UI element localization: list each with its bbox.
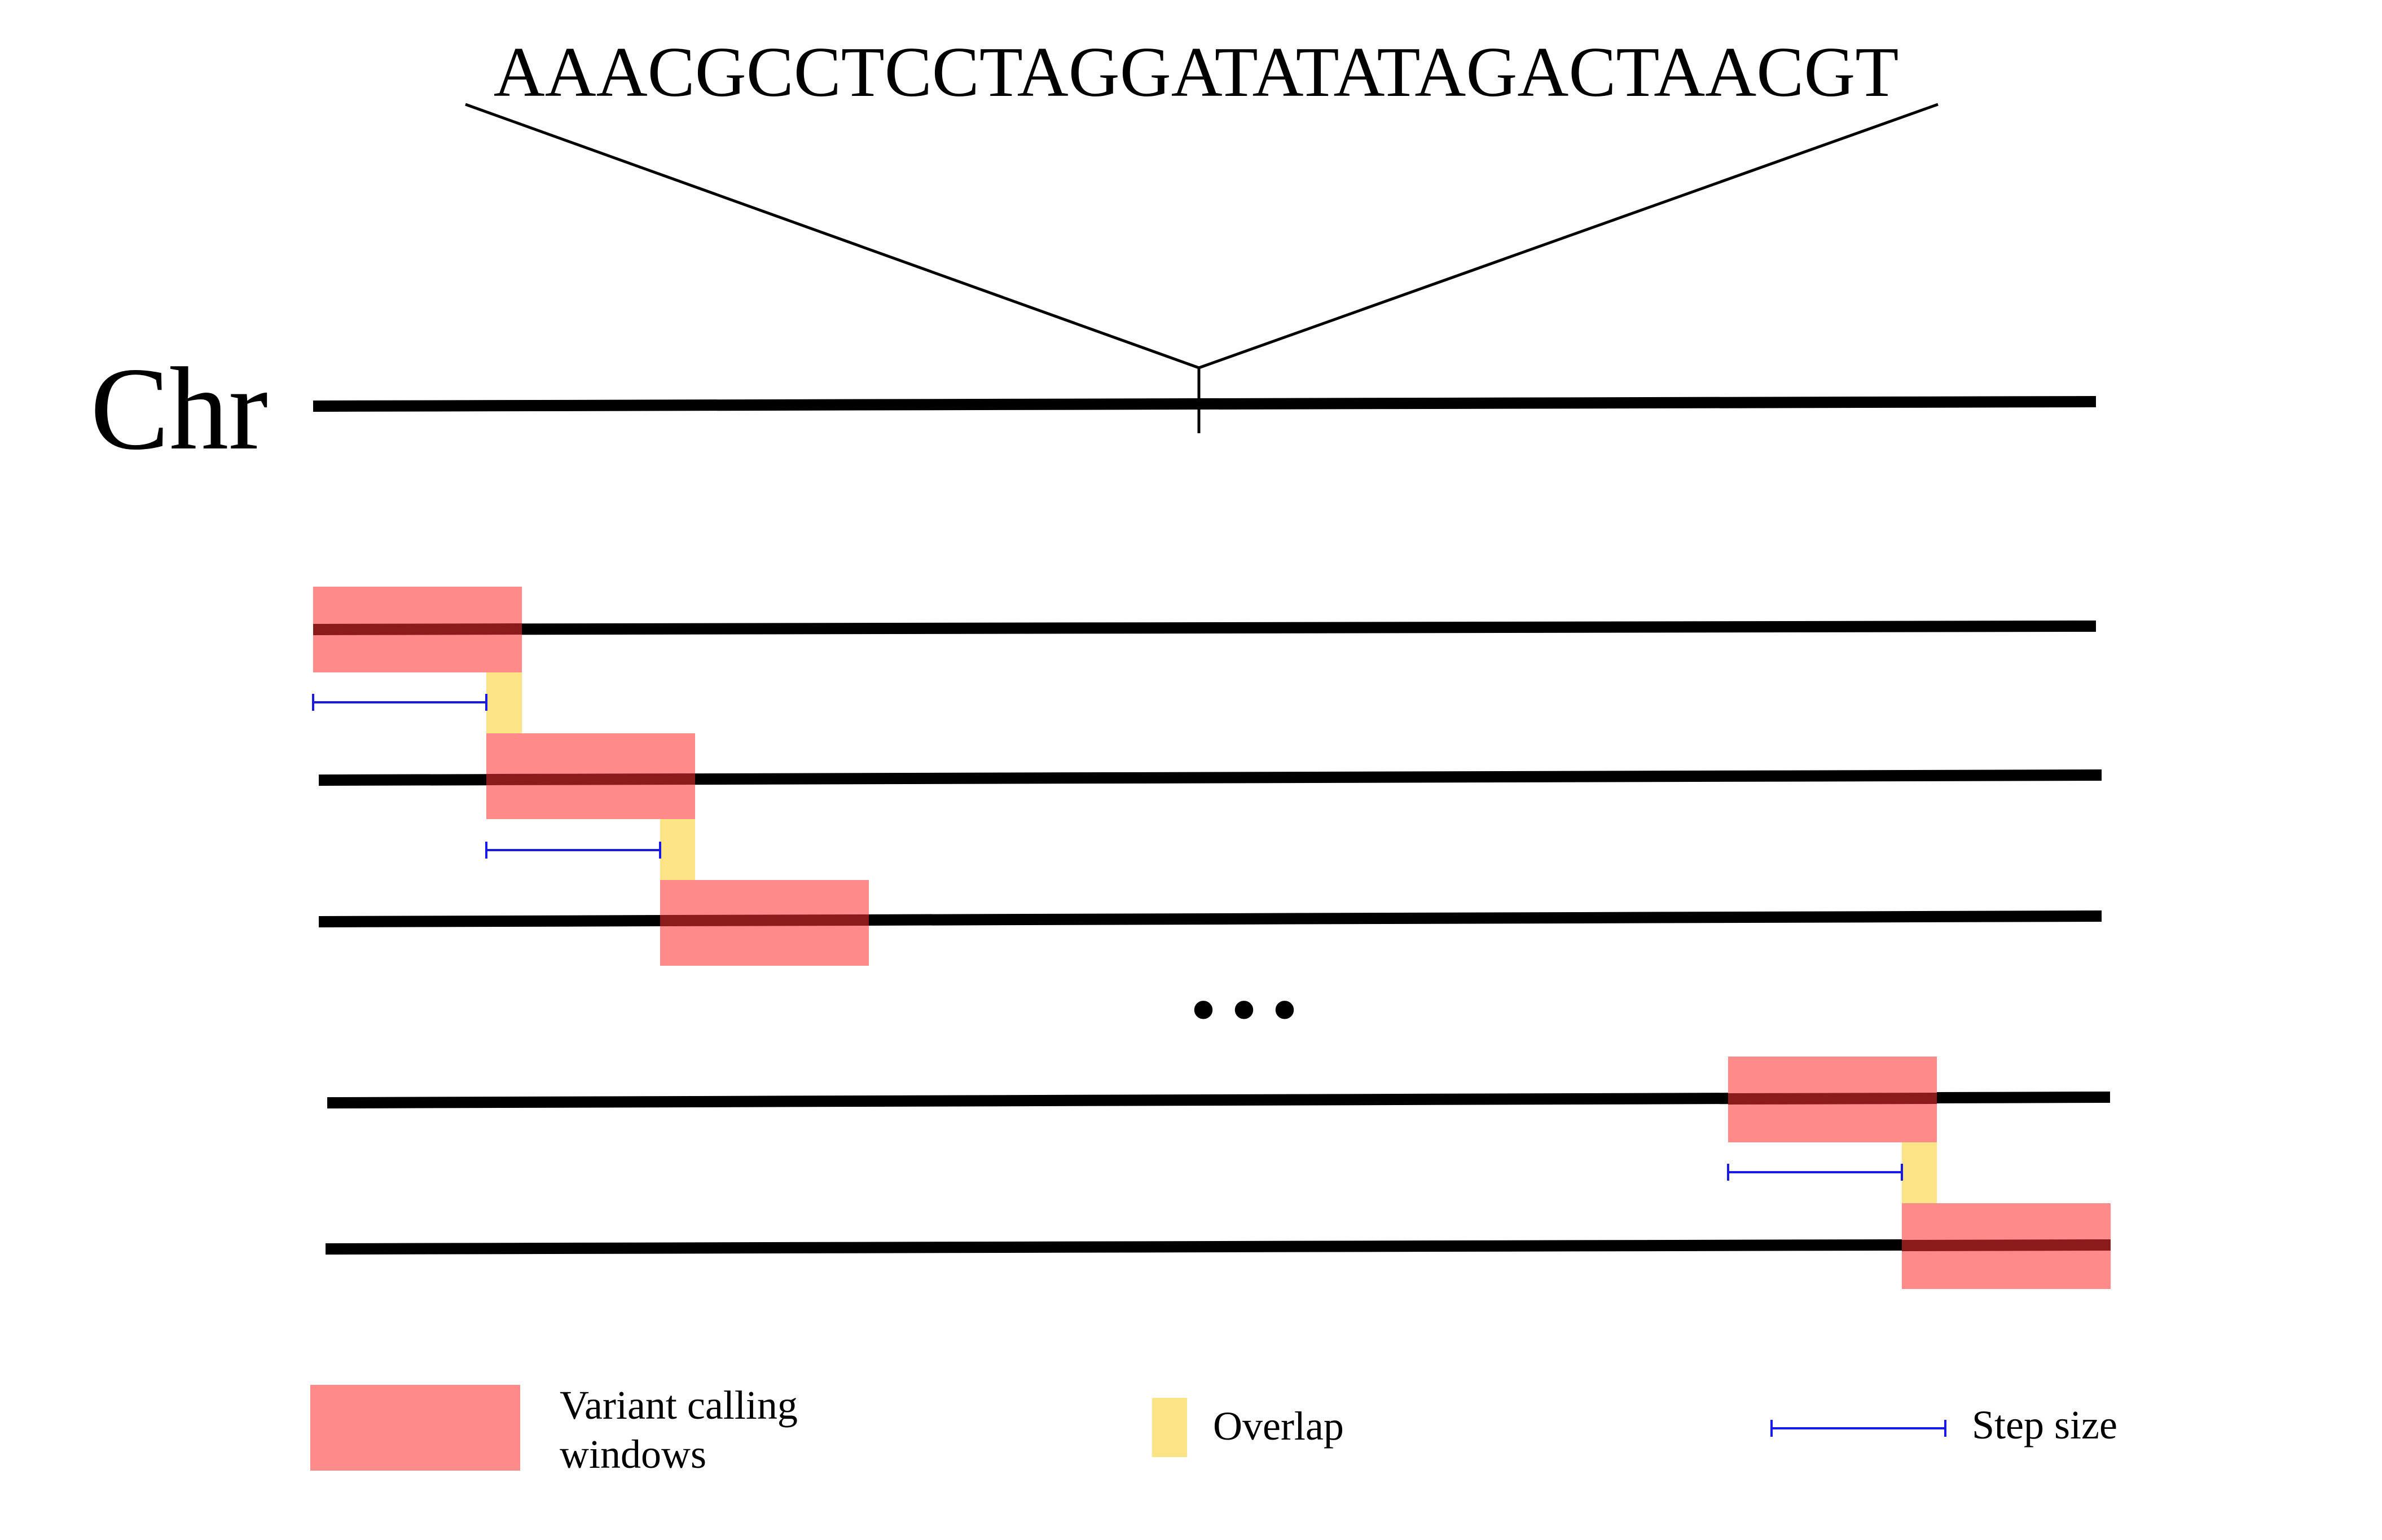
step-size-marker-1	[312, 694, 487, 711]
zoom-line-right	[1198, 103, 1939, 369]
window-line-row-4	[1728, 1093, 1937, 1105]
genome-line-row-1	[313, 621, 2097, 635]
step-size-marker-2	[485, 842, 661, 859]
window-line-row-2	[486, 773, 696, 785]
zoom-line-left	[465, 103, 1199, 369]
overlap-block-2	[660, 819, 695, 880]
legend-step-size-marker	[1770, 1420, 1946, 1437]
window-line-row-3	[660, 914, 869, 926]
dna-sequence: AAACGCCTCCTAGGATATATAGACTAACGT	[494, 33, 1899, 112]
window-line-row-1	[313, 623, 522, 635]
overlap-block-3	[1902, 1142, 1937, 1203]
legend-overlap-label: Overlap	[1213, 1403, 1344, 1449]
genome-line-row-5	[325, 1239, 2111, 1255]
window-line-row-5	[1901, 1239, 2111, 1251]
chromosome-line	[313, 396, 2097, 412]
ellipsis: • • •	[1192, 972, 1297, 1047]
step-size-marker-3	[1727, 1164, 1903, 1181]
legend-step-size-label: Step size	[1972, 1402, 2117, 1447]
genome-line-row-3	[318, 910, 2102, 927]
chromosome-label: Chr	[90, 344, 268, 474]
legend-window-label-line1: Variant calling	[560, 1383, 798, 1428]
legend-window-swatch	[310, 1385, 520, 1471]
overlap-block-1	[486, 672, 522, 733]
legend-window-label-line2: windows	[560, 1432, 706, 1477]
legend-overlap-swatch	[1152, 1398, 1187, 1457]
